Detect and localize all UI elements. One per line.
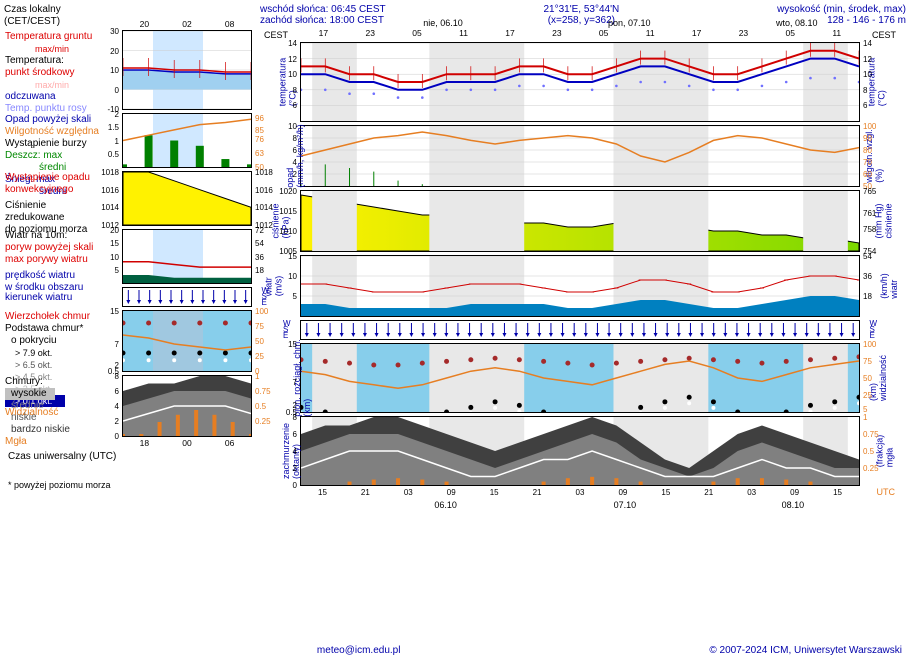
big-winddir-panel: WSE WSE xyxy=(300,320,860,340)
big-wind-panel: wiatr(m/s) (km/h)wiatr 51015 183654 xyxy=(300,255,860,317)
mini-oct-panel: Chmury: wysokie średnie niskie bardzo ni… xyxy=(122,375,252,437)
sunrise-label: wschód słońca: 06:45 CEST xyxy=(260,4,386,15)
mini-precip-panel: Opad powyżej skali Wilgotność względna W… xyxy=(122,113,252,168)
coord-label: 21°31'E, 53°44'N xyxy=(543,4,619,15)
big-clouds-panel: pion. rozciągł. chm.(km) (km)widzialność… xyxy=(300,343,860,413)
big-precip-panel: opad(mm/h, kg/m²/h) wilgotn. wzgl.(%) 24… xyxy=(300,125,860,187)
local-time-label: Czas lokalny xyxy=(4,4,260,16)
mini-press-panel: Wystąpienie opadu konwekcyjnego Ciśnieni… xyxy=(122,171,252,226)
mini-winddir-panel: kierunek wiatru WSE xyxy=(122,287,252,307)
mini-temp-panel: Temperatura gruntu max/min Temperatura: … xyxy=(122,30,252,110)
footer-copyright: © 2007-2024 ICM, Uniwersytet Warszawski xyxy=(709,645,902,656)
elev-label: wysokość (min, środek, max) xyxy=(777,4,906,15)
big-oct-panel: zachmurzenie(oktanty) (frakcja)mgła 0246… xyxy=(300,416,860,486)
mini-wind-panel: Wiatr na 10m: poryw powyżej skali max po… xyxy=(122,229,252,284)
sunset-label: zachód słońca: 18:00 CEST xyxy=(260,15,386,26)
mini-clouds-panel: Wierzchołek chmur Podstawa chmur* o pokr… xyxy=(122,310,252,372)
big-press-panel: ciśnienie(hPa) (mm Hg)ciśnienie 10051010… xyxy=(300,190,860,252)
big-temp-panel: temperatura(°C) temperatura(°C) 68101214… xyxy=(300,42,860,122)
footer-email: meteo@icm.edu.pl xyxy=(317,645,401,656)
